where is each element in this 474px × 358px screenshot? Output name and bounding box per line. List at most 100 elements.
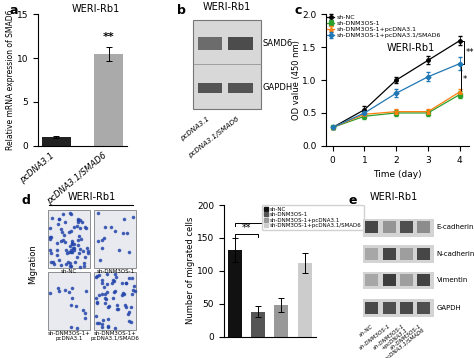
- Point: [78, 219, 85, 225]
- Point: [68, 249, 75, 255]
- Point: [74, 219, 82, 225]
- Bar: [94, 210, 137, 268]
- Point: [73, 304, 80, 309]
- Point: [95, 272, 102, 278]
- Point: [66, 260, 74, 265]
- Text: pcDNA3.1: pcDNA3.1: [179, 116, 210, 142]
- Point: [47, 259, 55, 265]
- Point: [128, 276, 136, 281]
- Point: [131, 289, 138, 294]
- Y-axis label: Number of migrated cells: Number of migrated cells: [186, 217, 195, 324]
- Bar: [228, 37, 253, 50]
- Text: b: b: [177, 4, 186, 17]
- Point: [46, 234, 54, 240]
- Point: [92, 275, 100, 280]
- Bar: [363, 272, 434, 289]
- Point: [62, 261, 70, 267]
- Point: [100, 284, 108, 290]
- Point: [95, 321, 103, 326]
- Bar: [198, 37, 222, 50]
- Point: [84, 248, 91, 253]
- Text: d: d: [21, 194, 30, 208]
- Point: [122, 305, 129, 310]
- Point: [67, 212, 74, 217]
- Bar: [365, 248, 378, 260]
- Bar: [383, 302, 396, 314]
- Point: [98, 291, 105, 297]
- Point: [57, 262, 64, 267]
- Point: [120, 291, 128, 296]
- Text: a: a: [9, 4, 18, 17]
- Point: [99, 324, 106, 329]
- Text: *: *: [463, 74, 467, 83]
- Point: [125, 318, 133, 324]
- Point: [49, 260, 57, 265]
- Text: sh-DNM3OS-1: sh-DNM3OS-1: [358, 323, 392, 351]
- Bar: [418, 302, 430, 314]
- Point: [74, 217, 82, 223]
- Point: [129, 287, 137, 293]
- Y-axis label: Relative mRNA expression of SMAD6: Relative mRNA expression of SMAD6: [6, 10, 15, 150]
- Point: [92, 313, 100, 319]
- Point: [75, 250, 83, 256]
- Bar: [48, 210, 90, 268]
- Point: [111, 228, 118, 234]
- Point: [118, 280, 126, 286]
- Text: **: **: [265, 213, 274, 223]
- Point: [93, 301, 101, 306]
- Point: [83, 245, 91, 251]
- Point: [95, 292, 102, 298]
- Point: [54, 221, 62, 226]
- Bar: [400, 248, 413, 260]
- Point: [98, 277, 106, 283]
- Point: [104, 324, 111, 329]
- Point: [116, 247, 123, 252]
- Point: [73, 325, 81, 331]
- Bar: [365, 274, 378, 286]
- Point: [73, 223, 81, 229]
- Point: [68, 238, 75, 244]
- Point: [62, 247, 70, 252]
- Bar: [363, 245, 434, 263]
- Bar: [94, 54, 123, 146]
- Point: [98, 237, 106, 242]
- Point: [82, 225, 90, 231]
- Point: [128, 291, 135, 296]
- Point: [75, 233, 83, 239]
- Text: WERI-Rb1: WERI-Rb1: [386, 43, 435, 53]
- Point: [55, 216, 63, 222]
- Point: [121, 302, 128, 308]
- Bar: [418, 274, 430, 286]
- Legend: sh-NC, sh-DNM3OS-1, sh-DNM3OS-1+pcDNA3.1, sh-DNM3OS-1+pcDNA3.1/SMAD6: sh-NC, sh-DNM3OS-1, sh-DNM3OS-1+pcDNA3.1…: [327, 15, 441, 38]
- Text: sh-DNM3OS-1
+pcDNA3.1/SMAD6: sh-DNM3OS-1 +pcDNA3.1/SMAD6: [378, 323, 426, 358]
- Point: [82, 288, 90, 294]
- Y-axis label: OD value (450 nm): OD value (450 nm): [292, 40, 301, 120]
- Point: [100, 317, 107, 323]
- Point: [46, 225, 54, 231]
- Point: [55, 285, 62, 291]
- Bar: [251, 311, 265, 337]
- Point: [122, 280, 129, 286]
- Text: **: **: [103, 32, 115, 42]
- Bar: [383, 248, 396, 260]
- Point: [102, 296, 109, 302]
- Point: [125, 249, 133, 255]
- Point: [110, 278, 118, 284]
- Point: [104, 304, 112, 309]
- Text: e: e: [348, 194, 356, 208]
- Point: [111, 325, 118, 331]
- Text: **: **: [466, 48, 474, 57]
- Point: [103, 281, 111, 286]
- Point: [67, 228, 75, 234]
- Point: [111, 288, 119, 294]
- Point: [104, 316, 112, 322]
- Point: [73, 255, 81, 260]
- Point: [59, 211, 67, 217]
- Point: [68, 295, 75, 301]
- Point: [126, 310, 133, 315]
- Point: [101, 291, 109, 297]
- Point: [101, 300, 109, 305]
- Bar: [383, 222, 396, 233]
- Point: [101, 295, 109, 301]
- Point: [127, 320, 135, 325]
